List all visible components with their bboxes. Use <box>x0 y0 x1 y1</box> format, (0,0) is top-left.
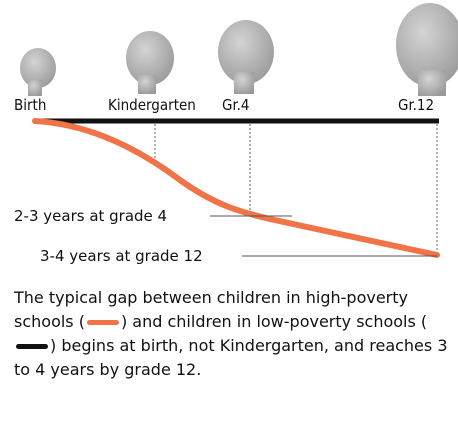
orange-swatch <box>86 320 119 325</box>
caption: The typical gap between children in high… <box>14 286 450 382</box>
caption-text: ) and children in low-poverty schools ( <box>120 312 428 331</box>
stage-label: Gr.4 <box>222 96 250 114</box>
annotation: 2-3 years at grade 4 <box>14 207 167 225</box>
high-poverty-line <box>32 118 440 258</box>
annotation: 3-4 years at grade 12 <box>40 247 203 265</box>
black-swatch <box>16 344 48 349</box>
stage-label: Birth <box>14 96 46 114</box>
caption-text: The typical gap between children in high… <box>14 288 408 331</box>
diagram: Birth Kindergarten Gr.4 Gr.12 2-3 years … <box>14 3 458 265</box>
stage-label: Gr.12 <box>398 96 434 114</box>
caption-text: ) begins at birth, not Kindergarten, and… <box>14 336 448 379</box>
heads <box>20 3 458 96</box>
stage-label: Kindergarten <box>108 96 196 114</box>
